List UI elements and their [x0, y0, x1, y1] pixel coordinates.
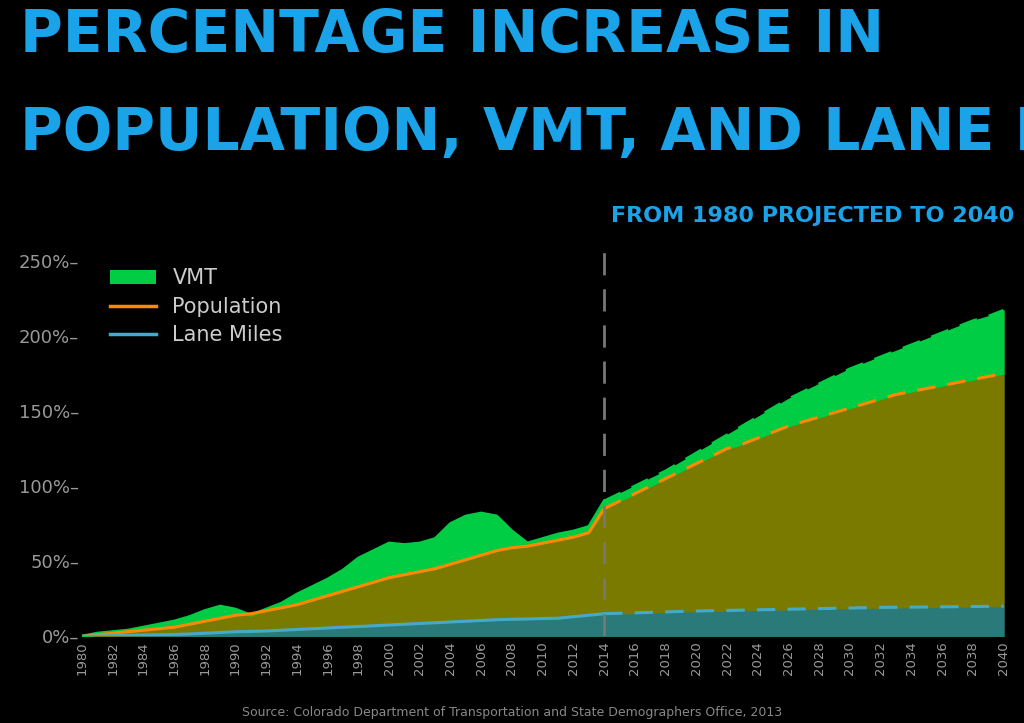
- Text: POPULATION, VMT, AND LANE MILES: POPULATION, VMT, AND LANE MILES: [20, 105, 1024, 162]
- Text: Source: Colorado Department of Transportation and State Demographers Office, 201: Source: Colorado Department of Transport…: [242, 706, 782, 719]
- Text: PERCENTAGE INCREASE IN: PERCENTAGE INCREASE IN: [20, 7, 885, 64]
- Text: FROM 1980 PROJECTED TO 2040: FROM 1980 PROJECTED TO 2040: [610, 206, 1014, 226]
- Legend: VMT, Population, Lane Miles: VMT, Population, Lane Miles: [101, 260, 291, 354]
